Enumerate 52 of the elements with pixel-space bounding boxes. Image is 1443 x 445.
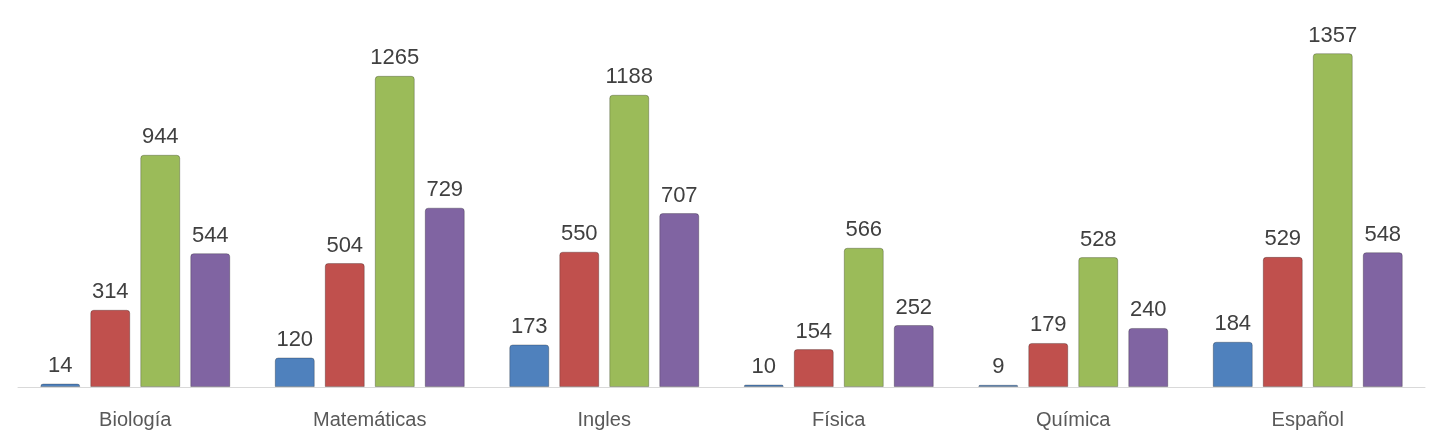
bar [424, 207, 465, 387]
data-label: 566 [845, 216, 883, 242]
data-label: 10 [751, 353, 776, 379]
data-label: 120 [276, 325, 314, 351]
data-label: 544 [191, 221, 229, 247]
bar [1312, 53, 1353, 387]
bar [659, 213, 700, 387]
bar [274, 357, 315, 387]
x-tick-label: Matemáticas [313, 408, 427, 430]
data-label: 252 [895, 293, 933, 319]
data-label: 944 [141, 123, 179, 149]
x-tick-label: Física [812, 408, 867, 430]
bar [140, 154, 181, 387]
bar [1212, 341, 1253, 387]
data-label: 528 [1079, 225, 1117, 251]
bar [609, 94, 650, 387]
bar [509, 344, 550, 387]
bar [90, 309, 131, 387]
bar [190, 253, 231, 387]
data-label: 548 [1364, 220, 1402, 246]
x-tick-label: Biología [99, 408, 173, 430]
data-label: 240 [1129, 296, 1167, 322]
bar [559, 251, 600, 387]
data-label: 1265 [370, 44, 420, 70]
bar [40, 383, 81, 387]
x-tick-label: Español [1271, 408, 1344, 430]
x-tick-label: Ingles [577, 408, 631, 430]
bar [1078, 257, 1119, 387]
bar [374, 75, 415, 387]
bar [843, 247, 884, 387]
bar [324, 263, 365, 387]
bar [1028, 342, 1069, 387]
data-label: 707 [660, 181, 698, 207]
x-tick-label: Química [1036, 408, 1112, 430]
data-label: 1188 [605, 63, 653, 89]
bar [793, 349, 834, 387]
data-label: 173 [510, 312, 548, 338]
data-label: 154 [795, 317, 833, 343]
bar [893, 325, 934, 387]
data-label: 184 [1214, 310, 1252, 336]
data-label: 314 [91, 278, 129, 304]
bar [1128, 327, 1169, 387]
data-label: 14 [48, 352, 73, 378]
data-label: 1357 [1308, 21, 1358, 47]
bar [1362, 252, 1403, 387]
data-label: 529 [1264, 225, 1302, 251]
data-label: 729 [426, 176, 464, 202]
data-label: 9 [992, 353, 1005, 379]
data-label: 179 [1029, 311, 1067, 337]
data-label: 504 [326, 231, 364, 257]
data-label: 550 [560, 220, 598, 246]
bar [1262, 256, 1303, 387]
